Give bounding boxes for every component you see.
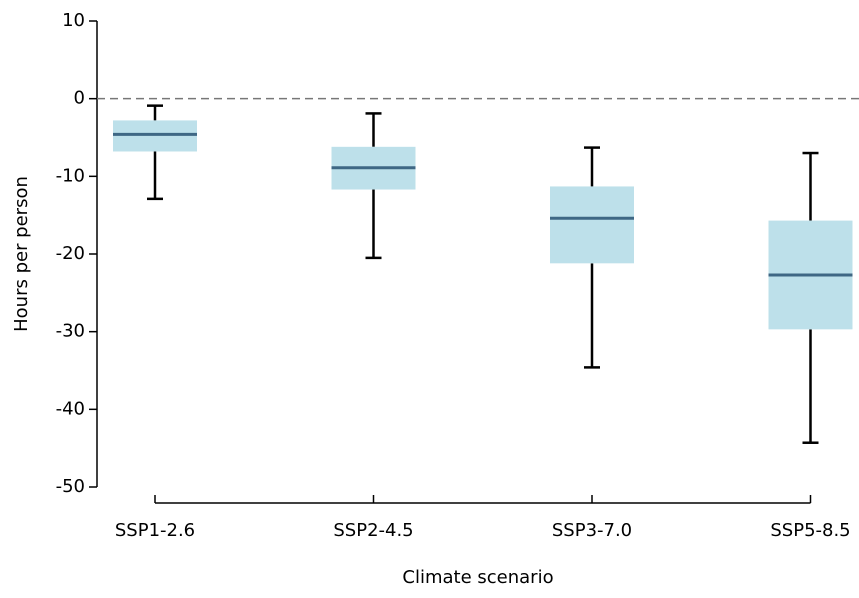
x-tick-label: SSP3-7.0 [552,520,632,541]
y-tick-label: 10 [62,10,85,31]
y-axis-label: Hours per person [11,176,32,332]
y-tick-label: -20 [56,243,85,264]
x-tick-label: SSP5-8.5 [770,520,850,541]
y-tick-label: -40 [56,398,85,419]
box [550,186,634,264]
y-tick-label: -10 [56,165,85,186]
y-tick-label: -30 [56,321,85,342]
x-tick-label: SSP2-4.5 [333,520,413,541]
x-tick-label: SSP1-2.6 [115,520,195,541]
box [113,120,197,152]
y-tick-label: 0 [74,88,85,109]
x-axis-label: Climate scenario [402,567,553,588]
y-tick-label: -50 [56,476,85,497]
